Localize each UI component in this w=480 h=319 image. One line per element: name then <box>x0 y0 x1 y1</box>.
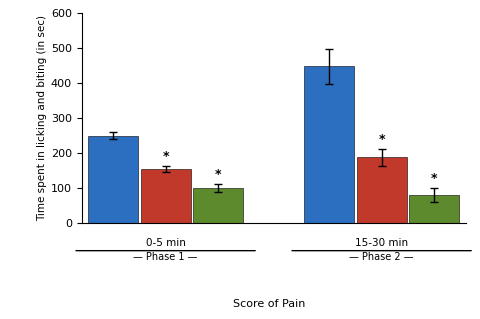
Text: *: * <box>431 172 438 185</box>
Bar <box>193 188 243 223</box>
Legend: Control, Extract (200 mg/kg), Extract (400 mg/kg): Control, Extract (200 mg/kg), Extract (4… <box>150 315 397 319</box>
Bar <box>141 169 191 223</box>
Y-axis label: Time spent in licking and biting (in sec): Time spent in licking and biting (in sec… <box>36 15 47 221</box>
Text: Score of Pain: Score of Pain <box>233 300 305 309</box>
Text: 15-30 min: 15-30 min <box>355 238 408 248</box>
Text: *: * <box>378 133 385 146</box>
Text: — Phase 2 —: — Phase 2 — <box>349 252 414 262</box>
Bar <box>357 157 407 223</box>
Bar <box>88 136 138 223</box>
Text: *: * <box>162 150 169 163</box>
Bar <box>409 195 459 223</box>
Text: *: * <box>215 168 222 181</box>
Bar <box>304 66 354 223</box>
Text: 0-5 min: 0-5 min <box>145 238 186 248</box>
Text: — Phase 1 —: — Phase 1 — <box>133 252 198 262</box>
